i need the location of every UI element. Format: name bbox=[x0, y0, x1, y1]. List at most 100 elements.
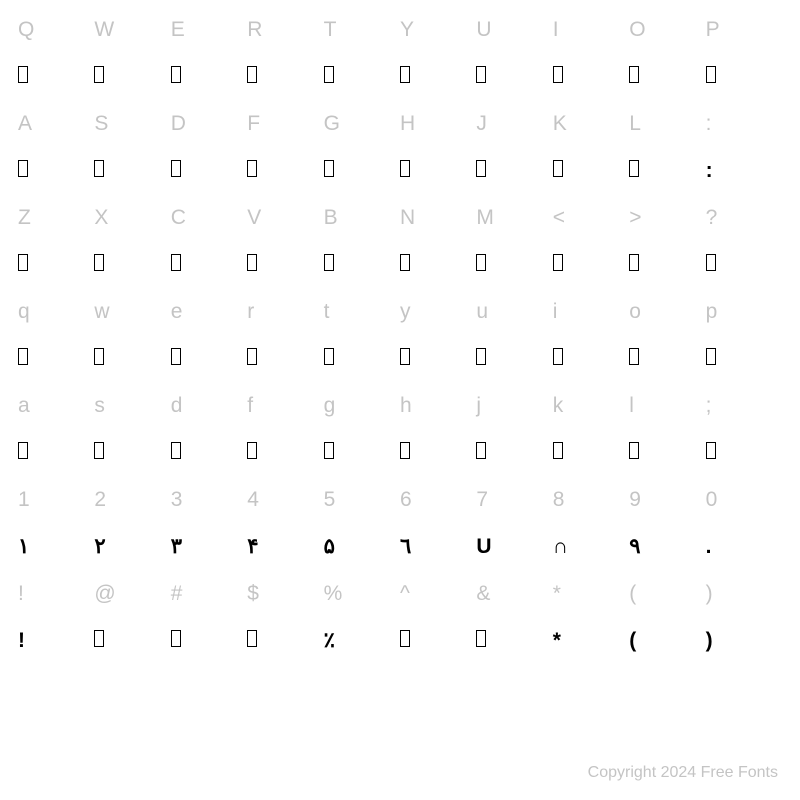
missing-glyph-box bbox=[400, 160, 410, 177]
glyph-char bbox=[171, 442, 181, 463]
missing-glyph-box bbox=[18, 442, 28, 459]
missing-glyph-box bbox=[400, 442, 410, 459]
missing-glyph-box bbox=[171, 160, 181, 177]
ref-char: B bbox=[324, 207, 338, 228]
glyph-char bbox=[324, 160, 334, 181]
ref-char: V bbox=[247, 207, 261, 228]
glyph-char bbox=[324, 442, 334, 463]
ref-char: 9 bbox=[629, 489, 641, 510]
glyph-char bbox=[706, 348, 716, 369]
ref-char: r bbox=[247, 301, 254, 322]
ref-char: F bbox=[247, 113, 260, 134]
missing-glyph-box bbox=[94, 160, 104, 177]
ref-char: j bbox=[476, 395, 481, 416]
missing-glyph-box bbox=[324, 442, 334, 459]
missing-glyph-box bbox=[400, 348, 410, 365]
glyph-char bbox=[706, 66, 716, 87]
glyph-char: : bbox=[706, 160, 713, 181]
missing-glyph-box bbox=[476, 442, 486, 459]
glyph-char bbox=[324, 348, 334, 369]
missing-glyph-box bbox=[171, 254, 181, 271]
glyph-char bbox=[629, 254, 639, 275]
ref-char: h bbox=[400, 395, 412, 416]
glyph-char bbox=[18, 66, 28, 87]
ref-char: 1 bbox=[18, 489, 30, 510]
glyph-char bbox=[247, 442, 257, 463]
glyph-char bbox=[553, 160, 563, 181]
missing-glyph-box bbox=[400, 66, 410, 83]
missing-glyph-box bbox=[553, 442, 563, 459]
ref-char: R bbox=[247, 19, 262, 40]
glyph-char: ( bbox=[629, 630, 636, 651]
missing-glyph-box bbox=[629, 442, 639, 459]
missing-glyph-box bbox=[324, 348, 334, 365]
glyph-char: * bbox=[553, 630, 561, 651]
glyph-char bbox=[629, 442, 639, 463]
glyph-char bbox=[171, 66, 181, 87]
ref-char: W bbox=[94, 19, 114, 40]
glyph-char bbox=[400, 160, 410, 181]
ref-char: E bbox=[171, 19, 185, 40]
missing-glyph-box bbox=[324, 160, 334, 177]
ref-char: 4 bbox=[247, 489, 259, 510]
ref-char: 3 bbox=[171, 489, 183, 510]
glyph-char bbox=[400, 66, 410, 87]
glyph-char bbox=[247, 348, 257, 369]
ref-char: e bbox=[171, 301, 183, 322]
glyph-char: ٩ bbox=[629, 536, 640, 557]
ref-char: : bbox=[706, 113, 712, 134]
missing-glyph-box bbox=[706, 348, 716, 365]
ref-char: d bbox=[171, 395, 183, 416]
missing-glyph-box bbox=[94, 254, 104, 271]
glyph-char: ) bbox=[706, 630, 713, 651]
glyph-char bbox=[247, 160, 257, 181]
ref-char: t bbox=[324, 301, 330, 322]
ref-char: J bbox=[476, 113, 487, 134]
ref-char: k bbox=[553, 395, 564, 416]
glyph-char bbox=[94, 348, 104, 369]
glyph-char bbox=[18, 442, 28, 463]
missing-glyph-box bbox=[18, 66, 28, 83]
ref-char: & bbox=[476, 583, 490, 604]
missing-glyph-box bbox=[324, 254, 334, 271]
glyph-char bbox=[400, 442, 410, 463]
ref-char: < bbox=[553, 207, 565, 228]
glyph-char bbox=[324, 66, 334, 87]
glyph-char bbox=[706, 442, 716, 463]
glyph-char bbox=[400, 254, 410, 275]
missing-glyph-box bbox=[629, 348, 639, 365]
missing-glyph-box bbox=[400, 630, 410, 647]
ref-char: q bbox=[18, 301, 30, 322]
glyph-char bbox=[629, 348, 639, 369]
glyph-char bbox=[400, 630, 410, 651]
ref-char: Y bbox=[400, 19, 414, 40]
missing-glyph-box bbox=[247, 348, 257, 365]
ref-char: s bbox=[94, 395, 105, 416]
glyph-char: . bbox=[706, 536, 712, 557]
ref-char: Z bbox=[18, 207, 31, 228]
ref-char: N bbox=[400, 207, 415, 228]
glyph-char bbox=[476, 348, 486, 369]
glyph-char bbox=[171, 348, 181, 369]
ref-char: A bbox=[18, 113, 32, 134]
ref-char: 7 bbox=[476, 489, 488, 510]
character-map-grid: QWERTYUIOPASDFGHJKL::ZXCVBNM<>?qwertyuio… bbox=[0, 0, 800, 664]
ref-char: ? bbox=[706, 207, 718, 228]
missing-glyph-box bbox=[94, 348, 104, 365]
missing-glyph-box bbox=[18, 254, 28, 271]
ref-char: y bbox=[400, 301, 411, 322]
missing-glyph-box bbox=[553, 160, 563, 177]
ref-char: ( bbox=[629, 583, 636, 604]
missing-glyph-box bbox=[94, 442, 104, 459]
missing-glyph-box bbox=[706, 66, 716, 83]
glyph-char bbox=[476, 160, 486, 181]
ref-char: X bbox=[94, 207, 108, 228]
missing-glyph-box bbox=[171, 630, 181, 647]
missing-glyph-box bbox=[324, 66, 334, 83]
ref-char: f bbox=[247, 395, 253, 416]
ref-char: K bbox=[553, 113, 567, 134]
copyright-text: Copyright 2024 Free Fonts bbox=[588, 764, 778, 782]
ref-char: 2 bbox=[94, 489, 106, 510]
glyph-char: U bbox=[476, 536, 491, 557]
ref-char: # bbox=[171, 583, 183, 604]
